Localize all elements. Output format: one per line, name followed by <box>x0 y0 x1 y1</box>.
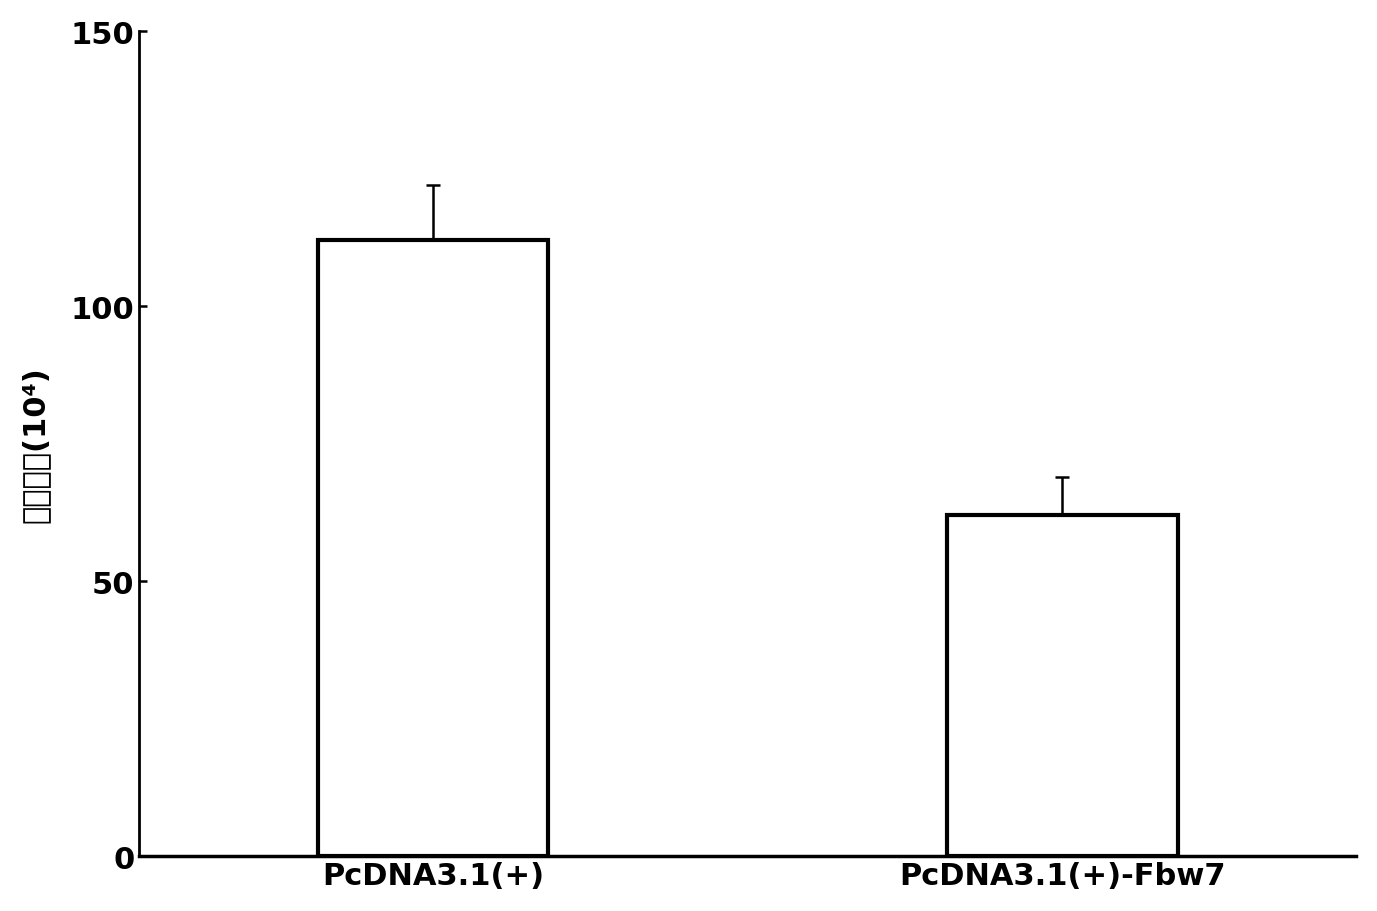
Bar <box>947 516 1177 856</box>
Y-axis label: 细胞数量(10⁴): 细胞数量(10⁴) <box>21 366 50 523</box>
Bar <box>318 241 548 856</box>
